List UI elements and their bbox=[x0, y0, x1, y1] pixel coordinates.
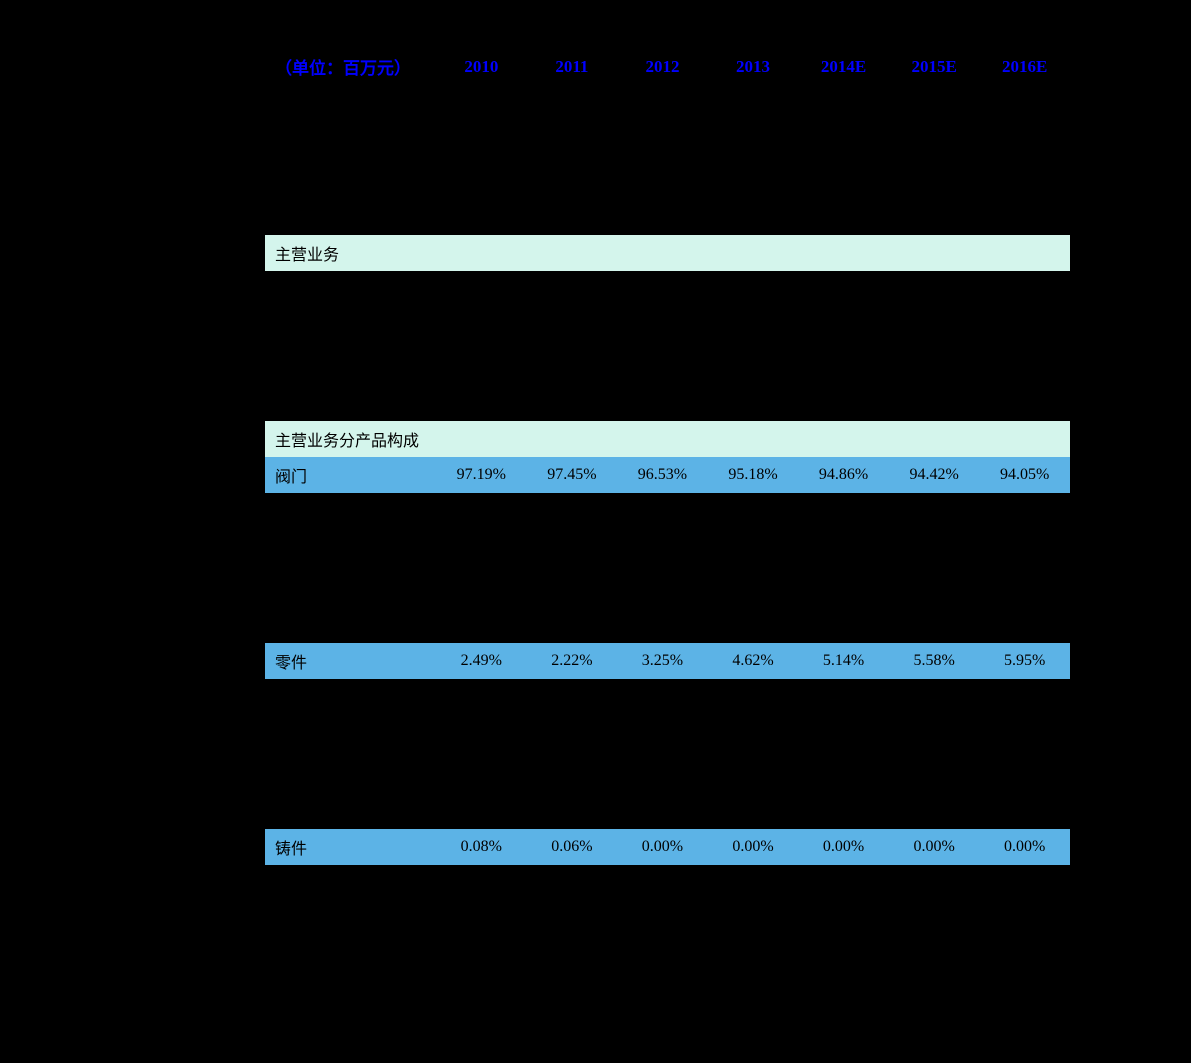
cell-valves-2011: 97.45% bbox=[527, 457, 618, 493]
table-row-parts: 零件 2.49% 2.22% 3.25% 4.62% 5.14% 5.58% 5… bbox=[265, 643, 1070, 679]
financial-table-container: （单位：百万元） 2010 2011 2012 2013 2014E 2015E… bbox=[265, 48, 1070, 865]
cell-valves-2015e: 94.42% bbox=[889, 457, 980, 493]
spacer-row bbox=[265, 271, 1070, 421]
table-row-valves: 阀门 97.19% 97.45% 96.53% 95.18% 94.86% 94… bbox=[265, 457, 1070, 493]
row-label-valves: 阀门 bbox=[265, 457, 436, 493]
cell-parts-2016e: 5.95% bbox=[979, 643, 1070, 679]
cell-castings-2015e: 0.00% bbox=[889, 829, 980, 865]
section-label-main-business: 主营业务 bbox=[265, 235, 1070, 271]
unit-label: （单位：百万元） bbox=[265, 48, 436, 85]
cell-valves-2010: 97.19% bbox=[436, 457, 527, 493]
cell-parts-2012: 3.25% bbox=[617, 643, 708, 679]
cell-valves-2013: 95.18% bbox=[708, 457, 799, 493]
cell-castings-2013: 0.00% bbox=[708, 829, 799, 865]
year-col-1: 2011 bbox=[527, 48, 618, 85]
cell-parts-2010: 2.49% bbox=[436, 643, 527, 679]
spacer-row bbox=[265, 679, 1070, 829]
cell-castings-2014e: 0.00% bbox=[798, 829, 889, 865]
table-header-row: （单位：百万元） 2010 2011 2012 2013 2014E 2015E… bbox=[265, 48, 1070, 85]
cell-valves-2016e: 94.05% bbox=[979, 457, 1070, 493]
table-row-castings: 铸件 0.08% 0.06% 0.00% 0.00% 0.00% 0.00% 0… bbox=[265, 829, 1070, 865]
cell-castings-2012: 0.00% bbox=[617, 829, 708, 865]
year-col-2: 2012 bbox=[617, 48, 708, 85]
year-col-5: 2015E bbox=[889, 48, 980, 85]
year-col-0: 2010 bbox=[436, 48, 527, 85]
section-product-breakdown: 主营业务分产品构成 bbox=[265, 421, 1070, 457]
cell-parts-2015e: 5.58% bbox=[889, 643, 980, 679]
row-label-castings: 铸件 bbox=[265, 829, 436, 865]
spacer-row bbox=[265, 493, 1070, 643]
cell-parts-2011: 2.22% bbox=[527, 643, 618, 679]
cell-castings-2010: 0.08% bbox=[436, 829, 527, 865]
cell-castings-2011: 0.06% bbox=[527, 829, 618, 865]
cell-valves-2014e: 94.86% bbox=[798, 457, 889, 493]
financial-table: （单位：百万元） 2010 2011 2012 2013 2014E 2015E… bbox=[265, 48, 1070, 865]
row-label-parts: 零件 bbox=[265, 643, 436, 679]
year-col-3: 2013 bbox=[708, 48, 799, 85]
cell-parts-2013: 4.62% bbox=[708, 643, 799, 679]
year-col-4: 2014E bbox=[798, 48, 889, 85]
cell-valves-2012: 96.53% bbox=[617, 457, 708, 493]
cell-parts-2014e: 5.14% bbox=[798, 643, 889, 679]
spacer-row bbox=[265, 85, 1070, 235]
section-main-business: 主营业务 bbox=[265, 235, 1070, 271]
section-label-product-breakdown: 主营业务分产品构成 bbox=[265, 421, 1070, 457]
year-col-6: 2016E bbox=[979, 48, 1070, 85]
cell-castings-2016e: 0.00% bbox=[979, 829, 1070, 865]
